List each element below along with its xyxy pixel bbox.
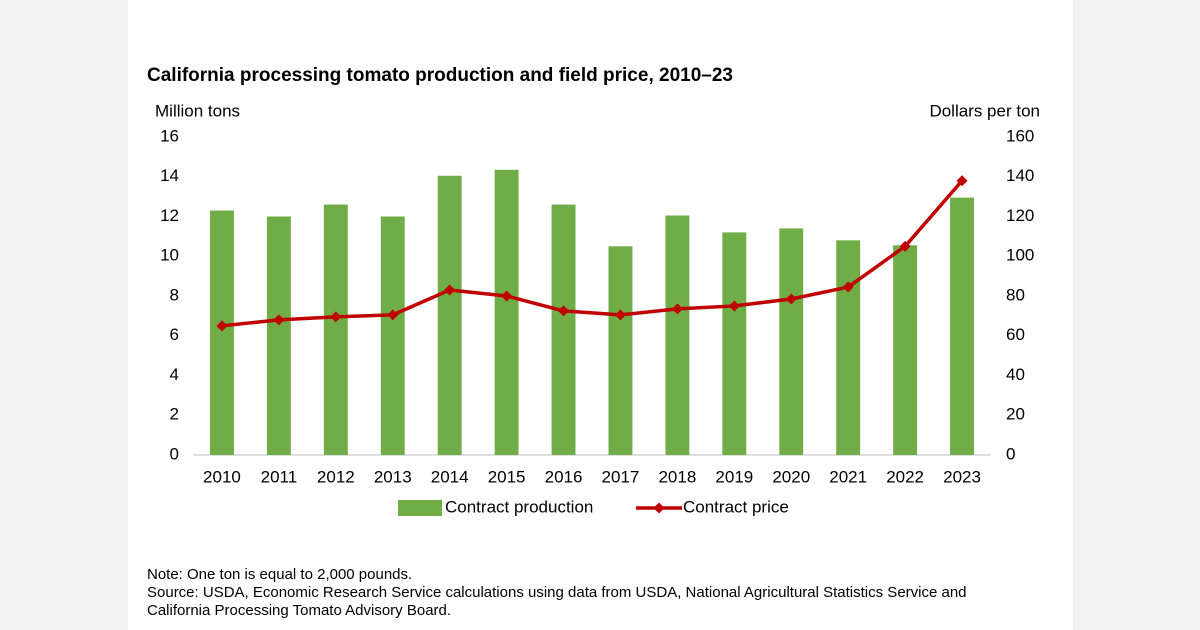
line-marker	[273, 314, 285, 326]
line	[221, 179, 964, 328]
x-tick-label: 2021	[829, 467, 867, 486]
line-marker	[387, 309, 399, 321]
y-tick-label: 6	[170, 325, 179, 344]
line-marker	[614, 309, 626, 321]
y2-tick-label: 160	[1006, 126, 1034, 145]
note: Note: One ton is equal to 2,000 pounds.	[147, 566, 412, 583]
bar	[551, 204, 576, 455]
y2-tick-label: 100	[1006, 246, 1034, 265]
line-marker	[330, 311, 342, 323]
note: Source: USDA, Economic Research Service …	[147, 584, 967, 601]
bar	[323, 204, 348, 455]
x-tick-label: 2010	[203, 467, 241, 486]
bar	[266, 216, 291, 455]
x-tick-label: 2019	[715, 467, 753, 486]
bar	[893, 245, 918, 455]
bar	[210, 210, 234, 455]
x-tick-label: 2017	[602, 467, 640, 486]
y2-tick-label: 40	[1006, 365, 1025, 384]
y-tick-label: 14	[160, 166, 179, 185]
y2-tick-label: 120	[1006, 206, 1034, 225]
note: California Processing Tomato Advisory Bo…	[147, 602, 451, 619]
x-tick-label: 2015	[488, 467, 526, 486]
line-marker	[444, 284, 456, 296]
y-tick-label: 12	[160, 206, 179, 225]
x-tick-label: 2020	[772, 467, 810, 486]
legend-label: Contract production	[445, 497, 593, 516]
bar	[722, 232, 747, 455]
x-tick-label: 2023	[943, 467, 981, 486]
bar	[494, 169, 519, 455]
bar	[950, 197, 974, 455]
x-tick-label: 2011	[261, 467, 298, 486]
x-tick-label: 2013	[374, 467, 412, 486]
y-axis-label: Million tons	[155, 101, 240, 120]
bar	[779, 228, 804, 455]
line-marker	[501, 290, 513, 302]
line-marker	[671, 303, 683, 315]
line-marker	[956, 175, 968, 187]
y-tick-label: 2	[170, 405, 179, 424]
y2-tick-label: 140	[1006, 166, 1034, 185]
y2-tick-label: 20	[1006, 405, 1025, 424]
y2-tick-label: 60	[1006, 325, 1025, 344]
y2-tick-label: 0	[1006, 444, 1015, 463]
legend-swatch	[398, 500, 442, 516]
legend-label: Contract price	[683, 497, 789, 516]
x-tick-label: 2018	[658, 467, 696, 486]
x-tick-label: 2016	[545, 467, 583, 486]
bar	[665, 215, 690, 455]
y2-tick-label: 80	[1006, 285, 1025, 304]
line-marker	[785, 293, 797, 305]
y-tick-label: 16	[160, 126, 179, 145]
chart-title: California processing tomato production …	[147, 65, 733, 86]
line-marker	[842, 281, 854, 293]
line-marker	[728, 300, 740, 312]
x-tick-label: 2022	[886, 467, 924, 486]
line-marker	[558, 305, 570, 317]
x-tick-label: 2014	[431, 467, 469, 486]
line-marker	[899, 240, 911, 252]
y-tick-label: 0	[170, 444, 179, 463]
x-tick-label: 2012	[317, 467, 355, 486]
y-tick-label: 10	[160, 246, 179, 265]
y2-axis-label: Dollars per ton	[929, 101, 1040, 120]
y-tick-label: 8	[170, 285, 179, 304]
line-marker	[216, 320, 228, 332]
bar	[380, 216, 405, 455]
bar	[608, 246, 633, 455]
y-tick-label: 4	[170, 365, 179, 384]
bar	[437, 175, 462, 455]
legend-marker	[653, 502, 665, 514]
bar	[836, 240, 861, 455]
